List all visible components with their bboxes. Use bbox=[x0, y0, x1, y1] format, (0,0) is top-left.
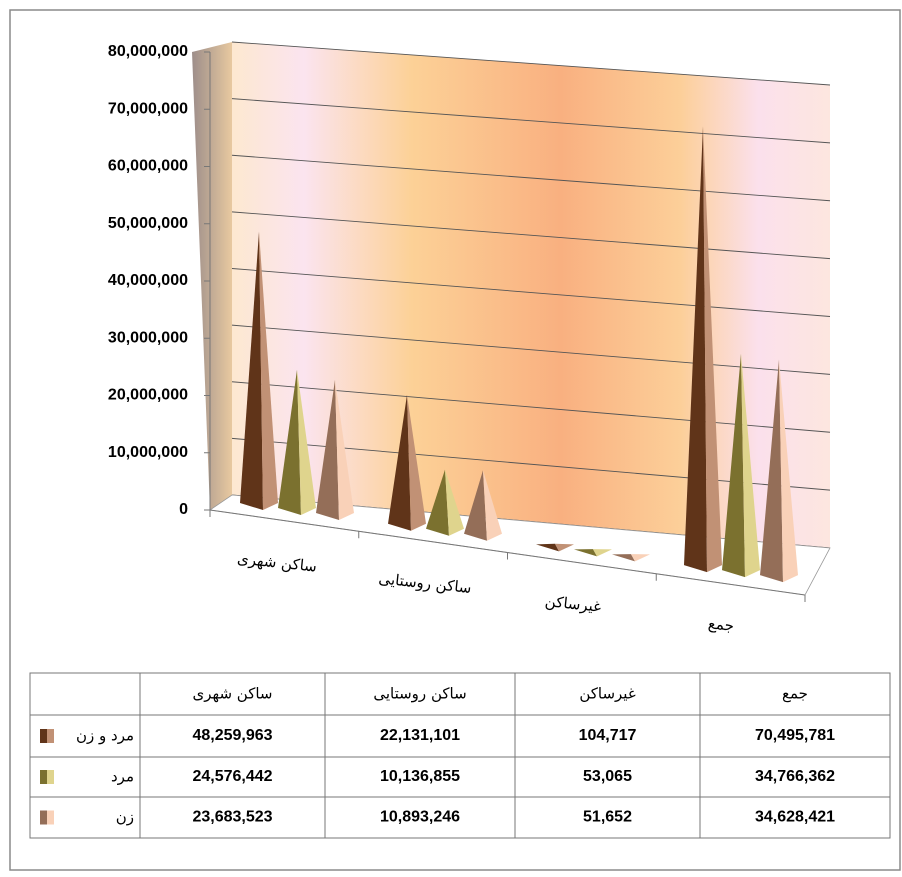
pyramid-face-left bbox=[388, 394, 411, 531]
y-tick-label: 80,000,000 bbox=[108, 43, 188, 60]
grid-line bbox=[231, 268, 831, 317]
pyramid-face-left bbox=[760, 359, 783, 583]
table-cell: 70,495,781 bbox=[755, 727, 835, 744]
grid-line bbox=[231, 211, 831, 260]
side-wall bbox=[192, 42, 232, 510]
y-tick-label: 20,000,000 bbox=[108, 387, 188, 404]
pyramid bbox=[388, 394, 426, 531]
x-tick-label: غیرساکن bbox=[544, 592, 602, 616]
table-cell: 34,628,421 bbox=[755, 809, 835, 826]
pyramid-face-right bbox=[703, 126, 722, 573]
pyramid bbox=[464, 470, 502, 541]
pyramid bbox=[278, 369, 316, 515]
pyramid-face-right bbox=[593, 549, 612, 557]
table-cell: 104,717 bbox=[579, 727, 637, 744]
pyramid-face-right bbox=[407, 394, 426, 531]
pyramid bbox=[536, 543, 574, 552]
pyramid bbox=[722, 353, 760, 578]
table-cell: 22,131,101 bbox=[380, 727, 460, 744]
y-tick-label: 60,000,000 bbox=[108, 158, 188, 175]
pyramid-face-right bbox=[445, 469, 464, 536]
x-tick-label: ساکن روستایی bbox=[378, 569, 473, 597]
table-cell: 23,683,523 bbox=[192, 809, 272, 826]
pyramid-face-left bbox=[684, 126, 707, 573]
x-tick-label: ساکن شهری bbox=[236, 549, 317, 575]
pyramid-face-left bbox=[316, 379, 339, 520]
table-border bbox=[29, 672, 891, 839]
table-cell: 10,136,855 bbox=[380, 768, 460, 785]
pyramid-face-right bbox=[483, 470, 502, 541]
legend-key bbox=[47, 729, 54, 743]
legend-key bbox=[40, 810, 47, 825]
grid-line bbox=[231, 324, 831, 375]
y-tick-label: 10,000,000 bbox=[108, 444, 188, 461]
back-wall bbox=[232, 42, 830, 548]
pyramid bbox=[684, 126, 722, 573]
y-tick-label: 30,000,000 bbox=[108, 329, 188, 346]
pyramid bbox=[574, 549, 612, 557]
y-tick-label: 50,000,000 bbox=[108, 215, 188, 232]
pyramid-face-left bbox=[722, 353, 745, 578]
grid-line bbox=[231, 381, 831, 433]
x-tick-label: جمع bbox=[707, 614, 735, 635]
y-tick-label: 40,000,000 bbox=[108, 272, 188, 289]
legend-key bbox=[40, 729, 47, 743]
pyramid-face-left bbox=[612, 554, 635, 562]
pyramid-face-left bbox=[426, 469, 449, 536]
legend-label: زن bbox=[116, 808, 134, 826]
table-cell: 51,652 bbox=[583, 809, 632, 826]
pyramid bbox=[760, 359, 798, 583]
pyramid bbox=[426, 469, 464, 536]
pyramid-face-right bbox=[297, 369, 316, 515]
grid-line bbox=[231, 98, 831, 144]
pyramid bbox=[612, 554, 650, 562]
pyramid-face-right bbox=[631, 554, 650, 562]
pyramid-face-left bbox=[464, 470, 487, 541]
table-header: ساکن شهری bbox=[193, 685, 273, 703]
y-tick-label: 0 bbox=[179, 501, 188, 518]
y-tick-label: 70,000,000 bbox=[108, 100, 188, 117]
legend-key bbox=[47, 770, 54, 784]
table-header: ساکن روستایی bbox=[373, 685, 466, 703]
pyramid-face-right bbox=[555, 543, 574, 552]
legend-key bbox=[47, 810, 54, 825]
legend-key bbox=[40, 770, 47, 784]
table-cell: 53,065 bbox=[583, 768, 632, 785]
data-table: ساکن شهری ساکن روستایی غیرساکن جمع مرد و زن 4… bbox=[29, 672, 891, 839]
table-cell: 34,766,362 bbox=[755, 768, 835, 785]
grid-line bbox=[231, 41, 831, 86]
pyramid bbox=[316, 379, 354, 520]
pyramid-face-left bbox=[574, 549, 597, 557]
pyramid-face-left bbox=[278, 369, 301, 515]
pyramid bbox=[240, 231, 278, 510]
grid-line bbox=[231, 154, 831, 202]
frame bbox=[9, 9, 901, 871]
table-cell: 24,576,442 bbox=[192, 768, 272, 785]
pyramid-face-right bbox=[779, 359, 798, 583]
pyramid-face-left bbox=[536, 543, 559, 552]
table-header: غیرساکن bbox=[579, 685, 636, 703]
pyramid-face-right bbox=[335, 379, 354, 520]
pyramid-face-right bbox=[741, 353, 760, 578]
table-cell: 48,259,963 bbox=[192, 727, 272, 744]
legend-label: مرد و زن bbox=[76, 727, 134, 745]
legend-label: مرد bbox=[111, 768, 134, 786]
pyramid-face-right bbox=[259, 231, 278, 510]
table-cell: 10,893,246 bbox=[380, 809, 460, 826]
pyramid-face-left bbox=[240, 231, 263, 510]
table-header: جمع bbox=[782, 685, 808, 703]
